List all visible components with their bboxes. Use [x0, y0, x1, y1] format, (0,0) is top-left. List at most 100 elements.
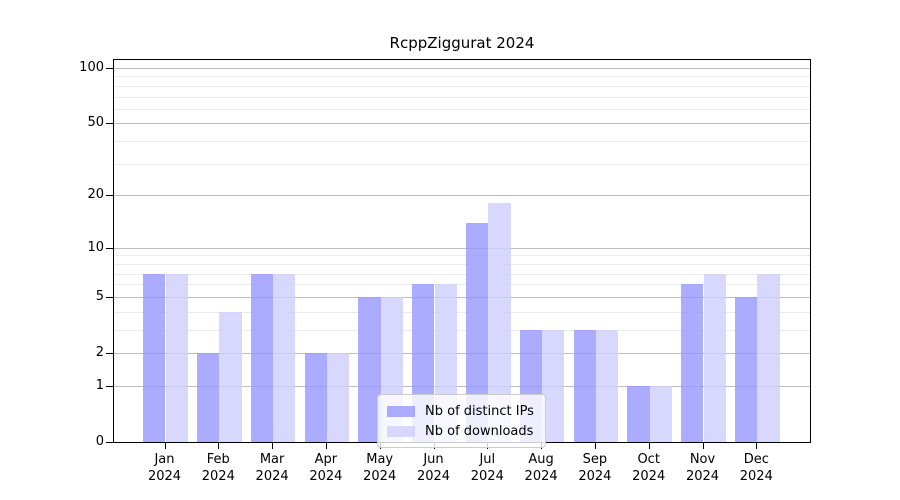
gridline-major-10 — [114, 247, 810, 249]
gridline-minor-90 — [114, 76, 810, 78]
gridline-major-2 — [114, 353, 810, 354]
x-tick-month: Mar — [259, 452, 285, 467]
bar-nb-of-downloads-dec — [757, 273, 780, 442]
gridline-minor-30 — [114, 163, 810, 165]
x-tick-month: Aug — [528, 452, 554, 467]
bar-nb-of-downloads-jul — [488, 203, 511, 442]
x-tick-year: 2024 — [147, 469, 182, 484]
y-tick-label-20: 20 — [87, 187, 104, 203]
legend: Nb of distinct IPs Nb of downloads — [377, 394, 546, 448]
x-tick-month: Apr — [314, 452, 338, 467]
y-tick-mark-2 — [106, 353, 113, 354]
y-tick-label-1: 1 — [95, 377, 104, 393]
y-tick-mark-0 — [106, 442, 113, 443]
x-tick-year: 2024 — [255, 469, 289, 484]
x-tick-mark-oct — [649, 443, 650, 449]
x-tick-year: 2024 — [739, 469, 773, 484]
x-tick-year: 2024 — [470, 469, 504, 484]
y-tick-mark-1 — [106, 386, 113, 387]
bar-nb-of-distinct-ips-feb — [196, 353, 220, 442]
legend-entry-downloads: Nb of downloads — [387, 421, 534, 441]
chart-title: RcppZiggurat 2024 — [389, 34, 535, 52]
x-tick-label-may: May 2024 — [350, 451, 410, 485]
y-tick-mark-20 — [106, 195, 113, 196]
gridline-minor-40 — [114, 141, 810, 143]
gridline-major-100 — [114, 68, 810, 69]
x-tick-year: 2024 — [201, 469, 235, 484]
y-tick-label-5: 5 — [95, 288, 104, 304]
x-tick-month: Dec — [743, 452, 769, 467]
x-tick-year: 2024 — [416, 469, 451, 484]
x-tick-label-jun: Jun 2024 — [404, 451, 464, 485]
y-tick-mark-5 — [106, 297, 113, 298]
x-tick-label-jul: Jul 2024 — [457, 451, 517, 485]
y-tick-mark-100 — [106, 68, 113, 69]
y-tick-mark-10 — [106, 248, 113, 249]
gridline-major-50 — [114, 123, 810, 125]
x-tick-label-jan: Jan 2024 — [135, 451, 195, 485]
gridline-major-1 — [114, 385, 810, 387]
legend-label-downloads: Nb of downloads — [425, 423, 534, 439]
gridline-minor-4 — [114, 311, 810, 313]
x-tick-mark-mar — [272, 443, 273, 449]
x-tick-mark-nov — [703, 443, 704, 449]
legend-swatch-distinct-ips — [387, 405, 415, 417]
bar-nb-of-downloads-oct — [649, 385, 673, 442]
x-tick-label-mar: Mar 2024 — [242, 451, 302, 485]
gridline-minor-70 — [114, 96, 810, 98]
bar-nb-of-downloads-nov — [703, 273, 726, 442]
legend-label-distinct-ips: Nb of distinct IPs — [425, 403, 534, 419]
bar-nb-of-downloads-apr — [326, 353, 350, 442]
x-tick-mark-apr — [326, 443, 327, 449]
gridline-minor-3 — [114, 329, 810, 331]
x-tick-label-dec: Dec 2024 — [726, 451, 786, 485]
legend-swatch-downloads — [387, 425, 415, 437]
y-tick-label-50: 50 — [87, 115, 104, 131]
x-tick-year: 2024 — [685, 469, 720, 484]
x-tick-month: Jul — [479, 452, 496, 467]
x-tick-mark-jan — [165, 443, 166, 449]
x-tick-year: 2024 — [363, 469, 397, 484]
x-tick-label-feb: Feb 2024 — [188, 451, 248, 485]
x-tick-year: 2024 — [524, 469, 558, 484]
x-tick-mark-sep — [595, 443, 596, 449]
x-tick-month: Jan — [154, 452, 175, 467]
x-tick-label-aug: Aug 2024 — [511, 451, 571, 485]
y-tick-label-100: 100 — [79, 60, 104, 75]
bar-nb-of-distinct-ips-jul — [465, 222, 489, 442]
gridline-minor-9 — [114, 255, 810, 257]
x-tick-label-nov: Nov 2024 — [673, 451, 733, 485]
bar-nb-of-distinct-ips-jan — [143, 273, 166, 442]
bar-nb-of-distinct-ips-oct — [627, 385, 650, 442]
x-tick-year: 2024 — [578, 469, 612, 484]
bar-nb-of-distinct-ips-nov — [681, 284, 704, 442]
gridline-minor-8 — [114, 263, 810, 265]
y-tick-mark-50 — [106, 123, 113, 124]
gridline-minor-80 — [114, 85, 810, 87]
x-tick-label-oct: Oct 2024 — [619, 451, 679, 485]
bar-nb-of-distinct-ips-may — [358, 296, 381, 442]
x-tick-month: Oct — [637, 452, 660, 467]
x-tick-mark-feb — [218, 443, 219, 449]
x-tick-label-sep: Sep 2024 — [565, 451, 625, 485]
x-tick-year: 2024 — [309, 469, 343, 484]
bar-nb-of-downloads-sep — [595, 329, 619, 442]
gridline-minor-6 — [114, 284, 810, 286]
bar-nb-of-distinct-ips-mar — [250, 273, 274, 442]
bar-nb-of-distinct-ips-sep — [573, 329, 596, 442]
bar-nb-of-downloads-aug — [542, 329, 565, 442]
x-tick-month: Sep — [582, 452, 608, 467]
x-tick-month: Jun — [423, 452, 444, 467]
bar-nb-of-downloads-mar — [273, 273, 296, 442]
gridline-major-5 — [114, 296, 810, 298]
gridline-major-20 — [114, 195, 810, 197]
bar-nb-of-distinct-ips-dec — [734, 296, 758, 442]
bar-nb-of-downloads-jan — [165, 273, 188, 442]
gridline-minor-60 — [114, 108, 810, 110]
y-tick-label-10: 10 — [87, 239, 104, 255]
y-tick-label-2: 2 — [95, 345, 104, 360]
gridline-minor-7 — [114, 273, 810, 275]
legend-entry-distinct-ips: Nb of distinct IPs — [387, 401, 534, 421]
x-tick-month: Nov — [689, 452, 716, 467]
